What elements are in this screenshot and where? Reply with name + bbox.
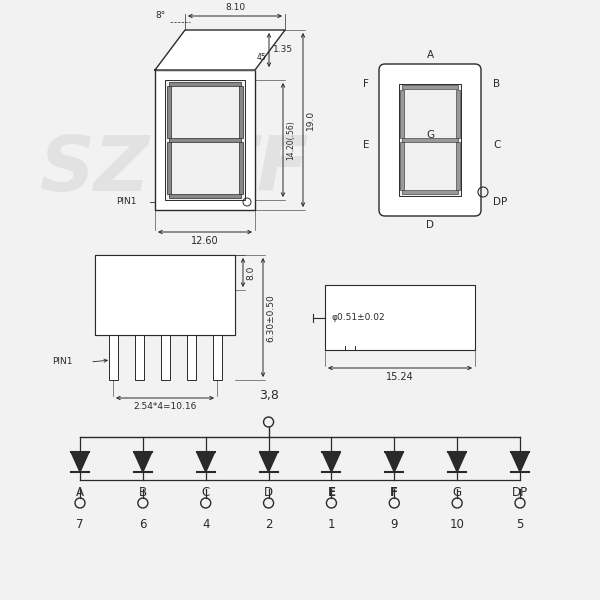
Text: 14.20(.56): 14.20(.56) (286, 120, 295, 160)
Text: PIN1: PIN1 (116, 197, 137, 206)
Text: 7: 7 (76, 518, 84, 531)
Text: 12.60: 12.60 (191, 236, 219, 246)
Text: 9: 9 (391, 518, 398, 531)
Bar (187, 330, 196, 380)
Text: 5: 5 (517, 518, 524, 531)
Bar (109, 330, 118, 380)
Text: E: E (328, 486, 335, 499)
Text: 8.10: 8.10 (225, 3, 245, 12)
Text: 6.30±0.50: 6.30±0.50 (266, 294, 275, 342)
Polygon shape (511, 452, 529, 472)
Bar (169, 138, 241, 142)
Text: 6: 6 (139, 518, 146, 531)
Text: PIN1: PIN1 (53, 358, 73, 367)
Text: φ0.51±0.02: φ0.51±0.02 (331, 313, 385, 323)
Text: F: F (363, 79, 369, 89)
Bar (213, 330, 222, 380)
Text: A: A (427, 50, 434, 60)
Polygon shape (448, 452, 466, 472)
Bar (169, 194, 241, 198)
Text: A: A (76, 486, 84, 499)
Text: C: C (202, 486, 210, 499)
Bar (456, 90, 460, 138)
Bar (325, 285, 475, 350)
Bar (95, 255, 235, 335)
Text: 15.24: 15.24 (386, 372, 414, 382)
Bar (155, 70, 255, 210)
Bar (400, 142, 404, 190)
Text: 8.0: 8.0 (246, 266, 255, 280)
Bar (402, 190, 458, 194)
Text: 2.54*4=10.16: 2.54*4=10.16 (133, 402, 197, 411)
Text: DP: DP (493, 197, 507, 207)
Polygon shape (134, 452, 152, 472)
Text: 1.35: 1.35 (273, 46, 293, 55)
Polygon shape (197, 452, 215, 472)
Text: 1: 1 (328, 518, 335, 531)
Bar (135, 330, 144, 380)
Bar (402, 85, 458, 89)
Text: B: B (139, 486, 147, 499)
Bar (399, 84, 461, 196)
Polygon shape (155, 30, 285, 70)
Text: 8°: 8° (155, 11, 165, 20)
Text: 2: 2 (265, 518, 272, 531)
Polygon shape (71, 452, 89, 472)
Bar (402, 138, 458, 142)
Text: 10: 10 (450, 518, 464, 531)
Bar (95, 255, 235, 335)
Bar (167, 86, 171, 138)
Bar (165, 80, 245, 200)
Text: D: D (426, 220, 434, 230)
Bar (239, 142, 243, 194)
Bar (400, 90, 404, 138)
Text: 45: 45 (257, 53, 267, 62)
Bar (456, 142, 460, 190)
Text: E: E (362, 140, 369, 150)
Text: D: D (264, 486, 273, 499)
Text: DP: DP (512, 486, 528, 499)
Text: G: G (452, 486, 462, 499)
Text: 4: 4 (202, 518, 209, 531)
Text: G: G (426, 130, 434, 140)
Bar (161, 330, 170, 380)
Text: C: C (493, 140, 500, 150)
Polygon shape (322, 452, 340, 472)
Bar (167, 142, 171, 194)
Bar (239, 86, 243, 138)
Text: SZYTF: SZYTF (40, 133, 310, 207)
Text: 3,8: 3,8 (259, 389, 278, 402)
Text: F: F (390, 486, 398, 499)
Polygon shape (260, 452, 278, 472)
Text: B: B (493, 79, 500, 89)
FancyBboxPatch shape (379, 64, 481, 216)
Bar (169, 82, 241, 86)
Polygon shape (385, 452, 403, 472)
Text: 19.0: 19.0 (306, 110, 315, 130)
